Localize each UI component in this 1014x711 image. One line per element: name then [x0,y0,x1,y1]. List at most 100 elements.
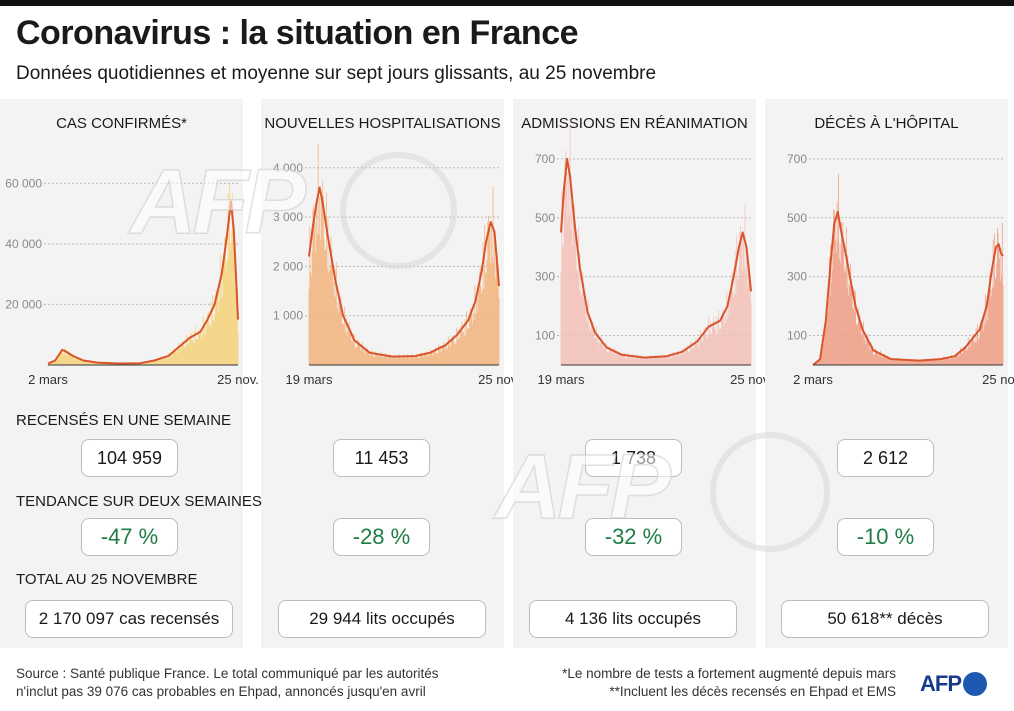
bar [816,361,818,365]
bar [703,328,705,365]
bar [932,361,934,365]
bar [438,350,440,365]
bar [393,354,395,365]
bar [154,361,156,365]
bar [696,344,697,365]
bar [190,334,191,365]
bar [450,346,452,365]
bar [999,258,1000,365]
bar [724,316,726,365]
bar [947,357,949,365]
bar [721,315,722,365]
bar [837,241,839,365]
bar [315,252,317,365]
bar [824,324,826,365]
panel-deaths: DÉCÈS À L'HÔPITAL 100 300 500 700 2 mars 25 n… [765,99,1014,648]
bar [360,350,361,365]
bar [153,359,155,365]
bar [444,347,445,365]
bar [484,224,486,365]
bar [882,354,884,365]
bar [996,263,998,365]
bar [992,239,994,365]
bar [673,351,675,365]
bar [92,362,94,365]
bar [994,233,995,365]
total-unit: lits occupés [365,609,455,628]
bar [329,269,330,365]
bar [158,359,160,365]
bar [585,318,587,365]
bar [397,356,399,365]
bar [974,342,976,365]
bar [144,362,146,365]
bar [671,352,673,365]
bar [475,292,477,365]
bar [623,356,625,365]
bar [164,356,166,365]
bar [432,352,434,365]
bar [207,311,209,365]
y-tick-label: 100 [787,329,807,343]
bar [604,342,606,365]
bar [231,230,233,365]
bar [711,326,713,365]
bar [327,215,329,365]
bar [995,277,997,365]
bar [100,363,101,365]
bar [369,354,371,365]
bar [608,352,610,365]
bar [313,204,315,365]
bar [108,363,110,365]
bar [965,346,966,365]
bar [986,306,988,365]
bar [338,312,340,365]
bar [659,357,661,365]
bar [994,278,996,365]
bar [649,357,651,365]
bar [925,361,927,365]
bar [149,362,151,365]
bar [872,345,874,365]
bar [382,355,383,365]
bar [831,282,832,365]
bar [738,267,740,365]
bar [360,347,362,365]
bar [339,300,341,365]
y-tick-label: 500 [787,211,807,225]
bar [572,206,574,365]
bar [204,334,206,365]
bar [374,356,376,365]
bar [898,360,900,365]
bar [887,356,889,365]
bar [638,358,640,365]
bar [990,289,992,365]
bar [924,360,926,365]
bar [560,272,562,365]
bar [988,290,990,365]
bar [311,252,313,365]
bar [987,320,988,365]
bar [338,293,340,365]
bar [736,278,738,365]
bar [200,339,202,365]
bar [625,358,627,365]
bar [214,314,216,365]
bar [372,350,374,365]
bar [933,361,935,365]
bar [322,180,324,365]
bar [178,342,179,365]
bar [341,308,343,365]
bar [583,282,585,365]
bar [833,210,835,365]
bar [816,361,818,365]
bar [865,337,867,365]
bar [984,324,986,365]
bar [601,340,603,365]
bar [909,360,911,365]
bar [746,248,747,365]
bar [63,353,65,365]
bar [77,357,79,365]
bar [734,250,736,365]
bar [407,354,408,365]
